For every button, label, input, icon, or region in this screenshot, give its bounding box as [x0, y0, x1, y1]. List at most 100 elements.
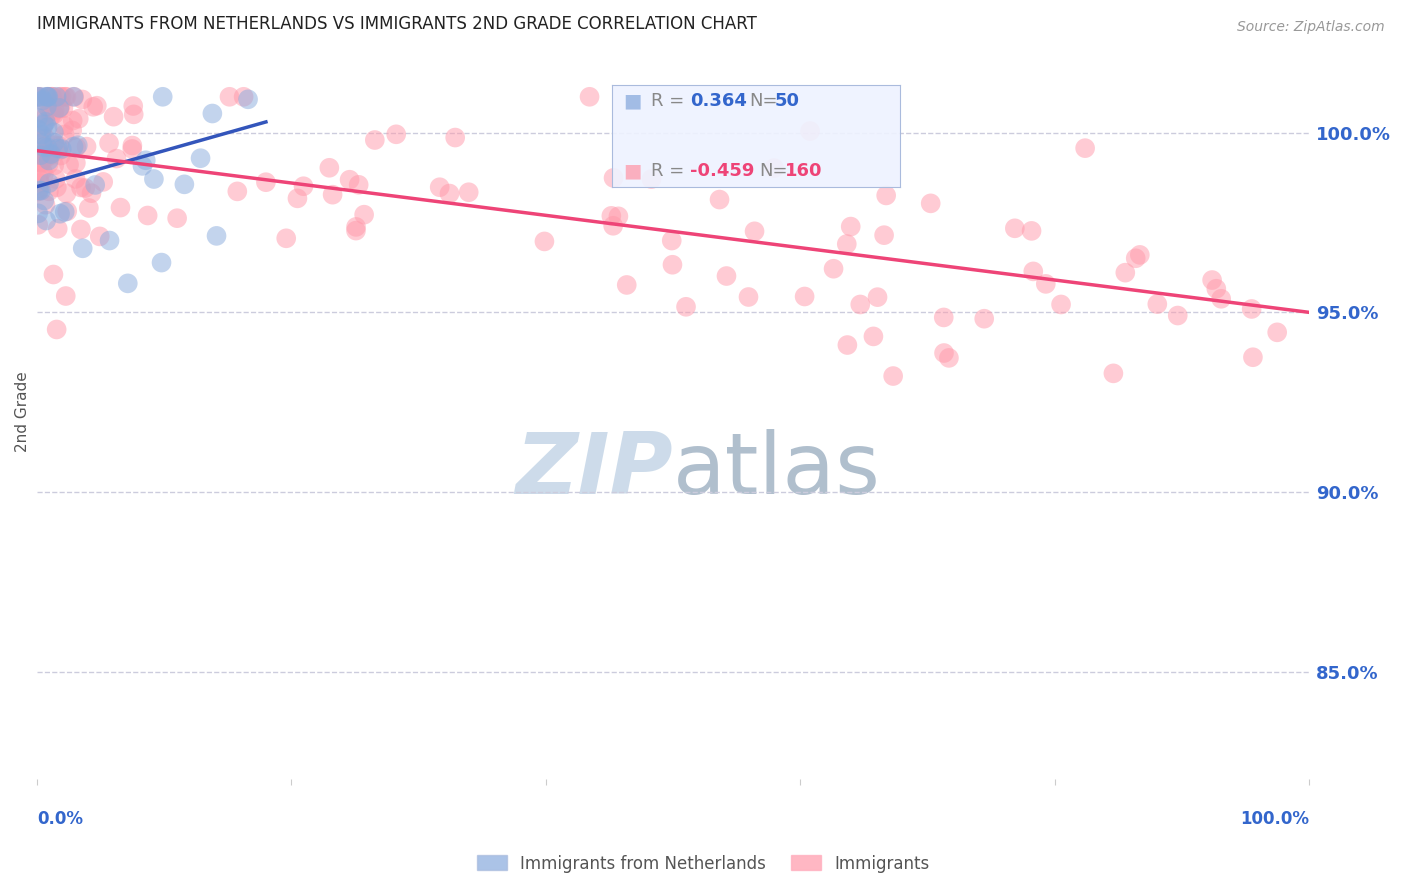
Point	[121, 142, 143, 156]
Point	[28, 183, 51, 197]
Point	[67, 112, 90, 126]
Text: N=: N=	[749, 92, 778, 110]
Point	[34, 147, 56, 161]
Point	[82, 100, 104, 114]
Point	[38, 153, 60, 168]
Point	[60, 123, 83, 137]
Point	[232, 89, 254, 103]
Point	[86, 99, 108, 113]
Point	[675, 300, 697, 314]
Point	[34, 139, 56, 153]
Point	[385, 128, 408, 142]
Point	[91, 175, 114, 189]
Point	[44, 103, 66, 118]
Point	[799, 124, 821, 138]
Legend: Immigrants from Netherlands, Immigrants: Immigrants from Netherlands, Immigrants	[470, 848, 936, 880]
Point	[1129, 248, 1152, 262]
Point	[1241, 350, 1264, 364]
Text: ZIP: ZIP	[516, 428, 673, 511]
Point	[42, 268, 65, 282]
Point	[48, 102, 70, 116]
Point	[51, 89, 73, 103]
Point	[27, 218, 49, 232]
Point	[41, 89, 63, 103]
Text: ■: ■	[623, 161, 641, 181]
Point	[35, 149, 58, 163]
Point	[38, 176, 60, 190]
Point	[53, 119, 76, 133]
Point	[35, 109, 58, 123]
Point	[353, 208, 375, 222]
Point	[1240, 301, 1263, 316]
Point	[938, 351, 960, 365]
Text: atlas: atlas	[673, 428, 882, 511]
Point	[131, 159, 153, 173]
Point	[344, 224, 367, 238]
Point	[32, 167, 55, 181]
Point	[98, 234, 121, 248]
Point	[30, 148, 52, 162]
Point	[49, 89, 72, 103]
Point	[150, 255, 173, 269]
Point	[1125, 252, 1147, 266]
Point	[41, 89, 63, 103]
Point	[1114, 266, 1136, 280]
Text: IMMIGRANTS FROM NETHERLANDS VS IMMIGRANTS 2ND GRADE CORRELATION CHART: IMMIGRANTS FROM NETHERLANDS VS IMMIGRANT…	[37, 15, 756, 33]
Point	[763, 161, 786, 175]
Point	[28, 89, 51, 103]
Point	[32, 194, 55, 208]
Point	[122, 99, 145, 113]
Point	[37, 120, 59, 135]
Point	[105, 152, 128, 166]
Point	[173, 178, 195, 192]
Point	[236, 92, 259, 106]
Point	[287, 191, 309, 205]
Point	[932, 346, 955, 360]
Point	[38, 103, 60, 118]
Point	[875, 188, 897, 202]
Point	[49, 99, 72, 113]
Point	[45, 172, 67, 186]
Point	[1102, 367, 1125, 381]
Text: 160: 160	[785, 162, 823, 180]
Text: ■: ■	[623, 91, 641, 111]
Point	[42, 107, 65, 121]
Text: 0.364: 0.364	[690, 92, 747, 110]
Point	[932, 310, 955, 325]
Point	[142, 172, 165, 186]
Point	[1211, 292, 1233, 306]
Text: 100.0%: 100.0%	[1240, 810, 1309, 828]
Point	[31, 163, 53, 178]
Point	[136, 209, 159, 223]
Point	[616, 277, 638, 292]
Point	[37, 89, 59, 103]
Point	[98, 136, 121, 150]
Point	[62, 139, 84, 153]
Point	[53, 89, 76, 103]
Point	[77, 201, 100, 215]
Point	[27, 89, 49, 103]
Point	[45, 322, 67, 336]
Point	[429, 180, 451, 194]
Point	[27, 111, 49, 125]
Point	[1050, 297, 1073, 311]
Point	[49, 148, 72, 162]
Point	[89, 229, 111, 244]
Point	[201, 106, 224, 120]
Point	[65, 140, 87, 154]
Point	[51, 142, 73, 156]
Point	[600, 209, 623, 223]
Point	[1004, 221, 1026, 235]
Point	[37, 140, 59, 154]
Point	[190, 151, 212, 165]
Point	[84, 178, 107, 192]
Point	[121, 138, 143, 153]
Point	[135, 153, 157, 168]
Point	[862, 329, 884, 343]
Point	[53, 128, 76, 142]
Point	[35, 89, 58, 103]
Point	[62, 89, 84, 103]
Point	[640, 172, 662, 186]
Text: R =: R =	[651, 92, 690, 110]
Point	[205, 228, 228, 243]
